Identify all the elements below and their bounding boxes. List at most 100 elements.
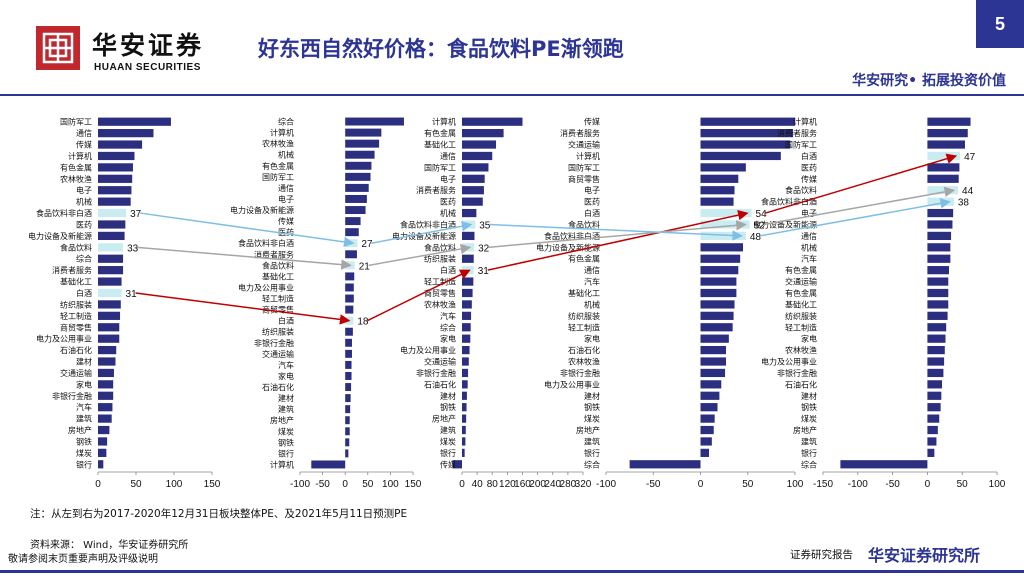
category-label: 农林牧渔 xyxy=(60,174,92,184)
bar xyxy=(98,448,107,457)
bar xyxy=(345,161,372,170)
bar xyxy=(345,383,352,392)
category-label: 白酒 xyxy=(440,265,456,275)
bar xyxy=(98,266,124,275)
category-label: 交通运输 xyxy=(424,357,456,367)
bar xyxy=(345,172,371,181)
bar xyxy=(462,129,504,138)
category-label: 家电 xyxy=(76,379,92,389)
trend-arrow xyxy=(368,243,472,267)
bar xyxy=(462,151,493,161)
bar xyxy=(98,414,112,423)
category-label: 房地产 xyxy=(432,414,456,424)
category-label: 计算机 xyxy=(793,117,817,127)
category-label: 机械 xyxy=(584,299,600,309)
category-label: 电力设备及新能源 xyxy=(753,219,817,229)
category-label: 基础化工 xyxy=(568,288,600,298)
category-label: 电子 xyxy=(584,185,600,195)
bar xyxy=(927,277,949,286)
x-tick-label: 100 xyxy=(166,479,183,490)
category-label: 非银行金融 xyxy=(416,368,456,378)
category-label: 电子 xyxy=(440,174,456,184)
bar xyxy=(98,117,171,126)
category-label: 建筑 xyxy=(76,414,92,424)
bar xyxy=(98,163,133,172)
bar xyxy=(700,414,715,423)
bar xyxy=(345,194,367,203)
category-label: 农林牧渔 xyxy=(262,139,294,149)
bar xyxy=(462,288,473,298)
bar xyxy=(98,345,117,355)
category-label: 建材 xyxy=(278,393,294,403)
category-label: 国防军工 xyxy=(568,162,600,172)
bar xyxy=(462,186,484,195)
bar xyxy=(98,151,135,161)
category-label: 石油石化 xyxy=(424,379,456,389)
x-tick-label: 160 xyxy=(514,479,531,490)
category-label: 食品饮料非白酒 xyxy=(36,208,92,218)
bar xyxy=(927,231,952,241)
x-tick-label: 50 xyxy=(742,479,754,490)
highlight-value-label: 35 xyxy=(479,220,491,231)
highlight-value-label: 44 xyxy=(962,186,974,197)
bar xyxy=(927,437,937,446)
category-label: 非银行金融 xyxy=(254,338,294,348)
category-label: 国防军工 xyxy=(262,172,294,182)
bar xyxy=(98,425,110,435)
category-label: 基础化工 xyxy=(424,140,456,150)
category-label: 机械 xyxy=(440,208,456,218)
slogan: 华安研究• 拓展投资价值 xyxy=(852,73,1006,89)
category-label: 国防军工 xyxy=(60,117,92,127)
page-number: 5 xyxy=(976,0,1024,48)
bar xyxy=(700,277,737,286)
category-label: 房地产 xyxy=(793,425,817,435)
category-label: 煤炭 xyxy=(440,436,456,446)
trend-arrow xyxy=(489,223,743,241)
bar xyxy=(927,403,941,412)
x-tick-label: -100 xyxy=(290,479,310,490)
bar xyxy=(700,220,750,229)
category-label: 建筑 xyxy=(584,436,600,446)
category-label: 轻工制造 xyxy=(568,322,600,332)
bar xyxy=(700,254,741,263)
highlight-value-label: 48 xyxy=(750,232,762,243)
category-label: 有色金属 xyxy=(785,288,817,298)
bar xyxy=(98,380,114,389)
x-tick-label: 50 xyxy=(130,479,142,490)
x-tick-label: -100 xyxy=(596,479,616,490)
footer-divider xyxy=(0,570,1024,573)
bar xyxy=(462,414,467,423)
x-tick-label: 150 xyxy=(204,479,221,490)
category-label: 机械 xyxy=(801,242,817,252)
category-label: 综合 xyxy=(440,322,456,332)
category-label: 轻工制造 xyxy=(60,311,92,321)
category-label: 综合 xyxy=(278,117,294,127)
bar xyxy=(700,437,712,446)
category-label: 交通运输 xyxy=(262,349,294,359)
x-tick-label: 240 xyxy=(544,479,561,490)
bar xyxy=(700,266,739,275)
highlight-value-label: 47 xyxy=(964,152,976,163)
category-label: 食品饮料 xyxy=(60,242,92,252)
category-label: 国防军工 xyxy=(785,140,817,150)
category-label: 国防军工 xyxy=(424,162,456,172)
bar xyxy=(98,311,121,320)
bar xyxy=(345,305,354,314)
bar xyxy=(927,129,968,138)
category-label: 白酒 xyxy=(801,151,817,161)
bar xyxy=(700,323,733,332)
category-label: 银行 xyxy=(76,459,92,469)
category-label: 有色金属 xyxy=(785,265,817,275)
bar xyxy=(462,334,471,343)
category-label: 电子 xyxy=(278,194,294,204)
x-tick-label: 0 xyxy=(459,479,465,490)
bar xyxy=(700,403,718,412)
x-tick-label: 0 xyxy=(95,479,101,490)
category-label: 钢铁 xyxy=(278,437,294,447)
category-label: 食品饮料 xyxy=(424,242,456,252)
highlight-value-label: 33 xyxy=(127,243,139,254)
bar xyxy=(98,231,125,241)
bar xyxy=(462,208,477,218)
trend-arrow xyxy=(763,186,956,226)
bar xyxy=(700,311,734,320)
